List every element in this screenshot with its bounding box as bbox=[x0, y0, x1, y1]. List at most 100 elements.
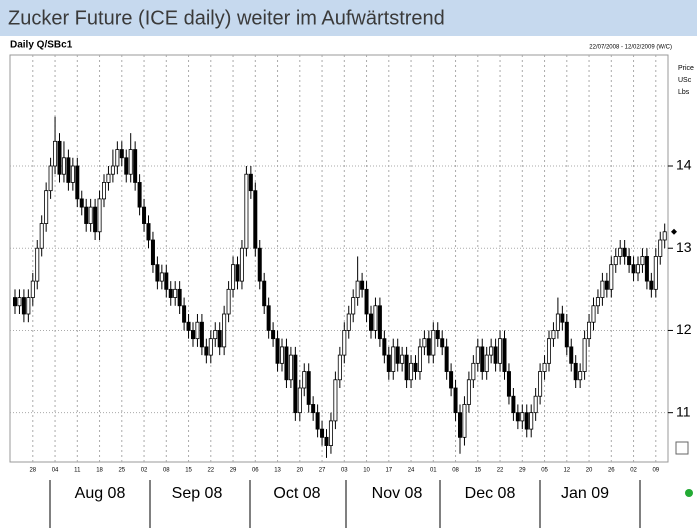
candle-body bbox=[17, 297, 22, 307]
candle-body bbox=[413, 362, 418, 372]
y-tick-label: 13 bbox=[676, 239, 692, 255]
candle-body bbox=[199, 321, 204, 348]
month-label: Dec 08 bbox=[465, 485, 516, 502]
candle-body bbox=[551, 330, 556, 340]
candle-body bbox=[190, 330, 195, 340]
candle-body bbox=[177, 288, 182, 307]
candle-body bbox=[257, 247, 262, 282]
candle-body bbox=[595, 297, 600, 307]
candle-body bbox=[239, 247, 244, 282]
candle-body bbox=[658, 239, 663, 257]
candle-body bbox=[355, 280, 360, 298]
candle-body bbox=[351, 297, 356, 315]
candle-body bbox=[453, 387, 458, 414]
candle-body bbox=[515, 412, 520, 422]
candle-body bbox=[653, 256, 658, 290]
candle-body bbox=[591, 305, 596, 323]
candle-body bbox=[231, 264, 236, 290]
x-tick-label: 01 bbox=[430, 468, 437, 474]
candle-body bbox=[506, 371, 511, 397]
month-label: Nov 08 bbox=[372, 485, 423, 502]
date-range: 22/07/2008 - 12/02/2009 (W/C) bbox=[589, 45, 672, 51]
x-tick-label: 27 bbox=[319, 468, 326, 474]
candle-body bbox=[155, 264, 160, 282]
candle-body bbox=[542, 362, 547, 372]
candle-body bbox=[444, 346, 449, 372]
candle-body bbox=[150, 239, 155, 266]
x-tick-label: 24 bbox=[408, 468, 415, 474]
x-tick-label: 22 bbox=[497, 468, 504, 474]
month-label: Sep 08 bbox=[172, 485, 223, 502]
candle-body bbox=[75, 165, 80, 200]
candle-body bbox=[346, 313, 351, 331]
candle-body bbox=[70, 165, 75, 183]
status-dot bbox=[685, 489, 693, 497]
candle-body bbox=[288, 354, 293, 381]
candle-body bbox=[627, 256, 632, 266]
candle-body bbox=[222, 313, 227, 348]
candle-body bbox=[386, 354, 391, 372]
x-tick-label: 20 bbox=[296, 468, 303, 474]
candle-body bbox=[480, 346, 485, 372]
x-tick-label: 10 bbox=[363, 468, 370, 474]
candle-body bbox=[498, 338, 503, 364]
x-tick-label: 04 bbox=[52, 468, 59, 474]
candle-body bbox=[493, 346, 498, 364]
candle-body bbox=[636, 264, 641, 274]
candle-body bbox=[66, 157, 71, 183]
candle-body bbox=[275, 338, 280, 364]
x-tick-label: 02 bbox=[630, 468, 637, 474]
x-tick-label: 29 bbox=[519, 468, 526, 474]
candle-body bbox=[538, 371, 543, 397]
candle-body bbox=[271, 330, 276, 340]
axis-unit: USc bbox=[678, 77, 692, 84]
month-label: Aug 08 bbox=[75, 485, 126, 502]
candle-body bbox=[208, 338, 213, 356]
candle-body bbox=[609, 264, 614, 290]
candle-body bbox=[44, 190, 49, 224]
candle-body bbox=[462, 404, 467, 438]
chart-subtitle: Daily Q/SBc1 bbox=[10, 40, 73, 51]
candle-body bbox=[373, 305, 378, 331]
candle-body bbox=[502, 338, 507, 372]
candle-body bbox=[489, 346, 494, 356]
candle-body bbox=[48, 165, 53, 192]
candle-body bbox=[324, 436, 329, 446]
candle-body bbox=[364, 288, 369, 315]
candle-body bbox=[57, 140, 62, 175]
candle-body bbox=[618, 247, 623, 257]
candle-body bbox=[578, 371, 583, 381]
x-tick-label: 11 bbox=[74, 468, 81, 474]
candle-body bbox=[124, 157, 129, 175]
x-tick-label: 02 bbox=[141, 468, 148, 474]
candle-body bbox=[159, 272, 164, 282]
candle-body bbox=[293, 354, 298, 414]
candle-body bbox=[79, 198, 84, 208]
x-tick-label: 18 bbox=[96, 468, 103, 474]
candle-body bbox=[302, 371, 307, 389]
candle-body bbox=[466, 379, 471, 405]
candle-body bbox=[368, 313, 373, 331]
candle-body bbox=[39, 223, 44, 249]
candle-body bbox=[422, 338, 427, 348]
candle-body bbox=[449, 371, 454, 389]
chart-title: Zucker Future (ICE daily) weiter im Aufw… bbox=[8, 7, 445, 29]
candle-body bbox=[426, 338, 431, 356]
candle-body bbox=[217, 330, 222, 348]
candle-body bbox=[53, 140, 58, 167]
candle-body bbox=[311, 404, 316, 414]
candle-body bbox=[511, 395, 516, 414]
corner-box bbox=[675, 441, 689, 455]
candle-body bbox=[195, 321, 200, 340]
candle-body bbox=[391, 346, 396, 372]
candle-body bbox=[244, 173, 249, 249]
x-tick-label: 26 bbox=[608, 468, 615, 474]
candle-body bbox=[600, 280, 605, 298]
candle-body bbox=[137, 182, 142, 208]
month-label: Oct 08 bbox=[273, 485, 320, 502]
candle-body bbox=[182, 305, 187, 323]
candle-body bbox=[622, 247, 627, 257]
candle-body bbox=[173, 288, 178, 298]
candle-body bbox=[128, 149, 133, 175]
candle-body bbox=[409, 362, 414, 381]
